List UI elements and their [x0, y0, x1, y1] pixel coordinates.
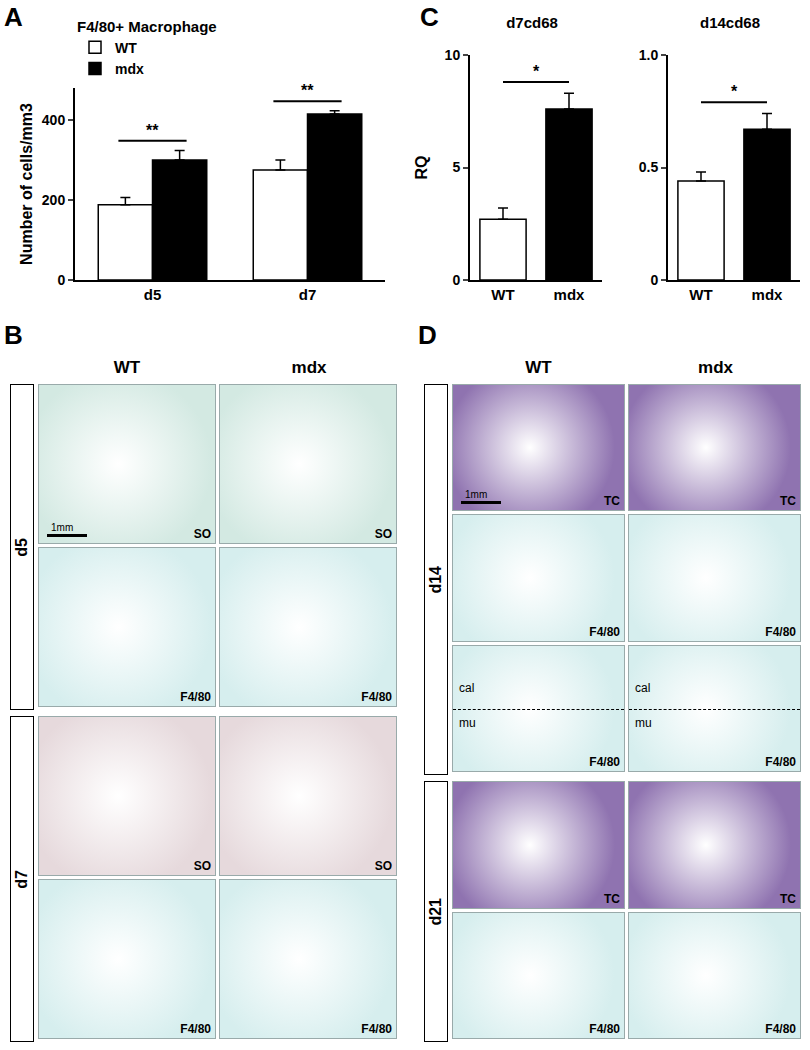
svg-text:200: 200 — [42, 192, 66, 208]
svg-text:WT: WT — [115, 40, 137, 56]
html-text:F4/80: F4/80 — [180, 690, 211, 704]
svg-text:0: 0 — [452, 272, 460, 288]
html-text:F4/80: F4/80 — [765, 755, 796, 770]
svg-text:400: 400 — [42, 112, 66, 128]
html-text:C: C — [420, 2, 439, 32]
svg-text:WT: WT — [491, 286, 514, 303]
html-text:d14: d14 — [427, 565, 444, 594]
svg-text:1.0: 1.0 — [639, 47, 659, 63]
html-text:B: B — [4, 320, 23, 350]
svg-text:mdx: mdx — [752, 286, 784, 303]
svg-text:d5: d5 — [144, 286, 162, 303]
svg-text:0: 0 — [650, 272, 658, 288]
svg-text:5: 5 — [452, 159, 460, 175]
html-text:F4/80: F4/80 — [765, 624, 796, 639]
html-text:1mm: 1mm — [51, 522, 74, 533]
html-text:F4/80: F4/80 — [180, 1022, 211, 1036]
html-text:mu: mu — [635, 716, 652, 730]
html-text:SO: SO — [193, 527, 211, 541]
html-text:cal: cal — [635, 680, 651, 695]
html-text:TC: TC — [780, 891, 796, 906]
svg-text:mdx: mdx — [115, 61, 144, 77]
html-text:SO: SO — [374, 527, 392, 541]
html-text:mdx: mdx — [291, 358, 327, 377]
html-text:1mm: 1mm — [465, 489, 488, 501]
svg-text:mdx: mdx — [554, 286, 586, 303]
html-text:TC: TC — [604, 494, 620, 509]
html-text:F4/80: F4/80 — [589, 624, 620, 639]
html-text:A: A — [4, 2, 23, 32]
html-text:SO: SO — [374, 859, 392, 873]
svg-text:d7cd68: d7cd68 — [506, 14, 558, 31]
svg-text:*: * — [533, 63, 540, 80]
svg-text:0: 0 — [57, 272, 65, 288]
html-text:TC: TC — [780, 494, 796, 509]
html-text:mdx: mdx — [698, 358, 733, 377]
html-text:TC: TC — [604, 891, 620, 906]
html-text:d7: d7 — [13, 869, 30, 889]
svg-text:RQ: RQ — [413, 156, 430, 180]
svg-text:0.5: 0.5 — [639, 159, 659, 175]
html-text:F4/80: F4/80 — [361, 690, 392, 704]
svg-text:d14cd68: d14cd68 — [700, 14, 760, 31]
html-text:F4/80: F4/80 — [361, 1022, 392, 1036]
html-text:SO: SO — [193, 859, 211, 873]
html-text:cal: cal — [459, 680, 475, 695]
html-text:d5: d5 — [13, 537, 30, 557]
html-text:F4/80: F4/80 — [589, 755, 620, 770]
svg-text:Number of cells/mm3: Number of cells/mm3 — [18, 103, 35, 265]
svg-text:**: ** — [146, 122, 159, 139]
svg-text:WT: WT — [689, 286, 712, 303]
html-text:D: D — [418, 320, 437, 350]
svg-text:F4/80+ Macrophage: F4/80+ Macrophage — [77, 18, 217, 35]
svg-text:*: * — [731, 83, 738, 100]
svg-text:d7: d7 — [299, 286, 317, 303]
html-text:WT: WT — [113, 358, 141, 377]
svg-text:10: 10 — [445, 47, 461, 63]
svg-text:**: ** — [301, 82, 314, 99]
html-text:F4/80: F4/80 — [589, 1022, 620, 1036]
html-text:d21: d21 — [427, 897, 444, 926]
html-text:mu: mu — [459, 716, 476, 730]
html-text:F4/80: F4/80 — [765, 1022, 796, 1036]
html-text:WT: WT — [525, 358, 552, 377]
